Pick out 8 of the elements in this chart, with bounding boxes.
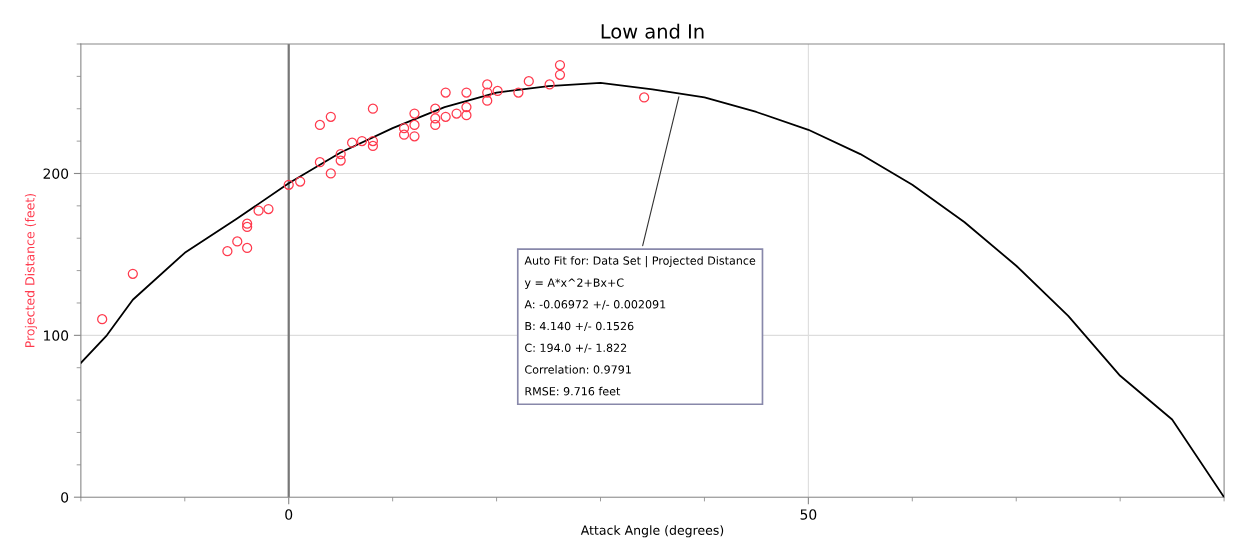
x-axis-title: Attack Angle (degrees): [580, 525, 724, 538]
y-tick-label: 0: [61, 492, 69, 503]
x-tick-label: 50: [800, 509, 817, 520]
annotation: Auto Fit for: Data Set | Projected Distance y = A*x^2+Bx+C A: -0.06972 +/- 0.002091 B: 4.140 +/- 0.1526 C: 194.0 +/- 1.822 Correlation: 0.9791 RMSE: 9.716 feet: [524, 256, 756, 396]
y-tick-label: 100: [44, 330, 69, 341]
chart-title: Low and In: [601, 23, 704, 39]
y-axis-title: Projected Distance (feet): [24, 193, 37, 348]
y-tick-label: 200: [43, 168, 69, 179]
